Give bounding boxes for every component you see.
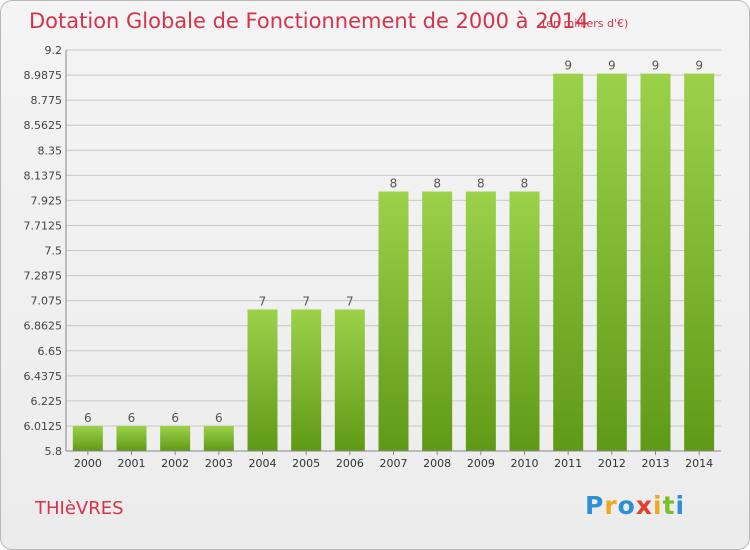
x-tick-label: 2004 [249,457,277,470]
x-tick-label: 2013 [642,457,670,470]
data-label: 9 [695,59,703,73]
data-label: 8 [390,177,398,191]
data-label: 7 [259,294,267,308]
x-tick-label: 2000 [74,457,102,470]
y-tick-label: 7.2875 [24,270,63,283]
bar-2001 [116,425,147,451]
y-tick-label: 6.8625 [24,320,63,333]
bar-2002 [160,425,191,451]
y-tick-label: 7.075 [31,295,63,308]
bar-2007 [378,191,409,451]
bar-2000 [72,425,103,451]
data-label: 9 [652,59,660,73]
x-tick-label: 2011 [554,457,582,470]
x-tick-label: 2007 [380,457,408,470]
y-tick-label: 7.7125 [24,219,63,232]
data-label: 7 [346,294,354,308]
bar-2010 [509,191,540,451]
y-tick-label: 7.5 [45,245,63,258]
x-tick-label: 2001 [118,457,146,470]
data-label: 8 [433,177,441,191]
bar-2003 [203,425,234,451]
data-label: 6 [215,411,223,425]
x-tick-label: 2002 [161,457,189,470]
chart-subtitle: (en milliers d'€) [542,17,629,30]
bars [72,73,715,452]
x-tick-label: 2003 [205,457,233,470]
bar-2014 [684,73,715,452]
bar-2005 [291,309,322,451]
x-tick-label: 2006 [336,457,364,470]
data-label: 6 [128,411,136,425]
data-label: 8 [521,177,529,191]
commune-name: THIèVRES [35,498,124,519]
y-tick-label: 8.5625 [24,119,63,132]
y-tick-label: 7.925 [31,194,63,207]
data-label: 9 [564,59,572,73]
x-tick-label: 2005 [292,457,320,470]
data-label: 9 [608,59,616,73]
x-tick-label: 2009 [467,457,495,470]
data-label: 8 [477,177,485,191]
y-tick-label: 6.4375 [24,370,63,383]
x-tick-label: 2008 [423,457,451,470]
bar-2006 [334,309,365,451]
axes: 5.8 6.0125 6.225 6.4375 6.65 6.8625 7.075 7.287… [24,44,721,470]
y-tick-label: 6.225 [31,395,63,408]
proxiti-logo[interactable]: Proxiti [585,491,686,520]
x-tick-label: 2014 [685,457,713,470]
data-label: 6 [171,411,179,425]
bar-2008 [422,191,453,451]
bar-2009 [465,191,496,451]
data-labels: 6 6 6 6 7 7 7 8 8 8 8 9 9 9 9 [84,59,703,425]
y-tick-label: 9.2 [45,44,63,57]
y-tick-label: 5.8 [45,445,63,458]
y-tick-label: 8.35 [38,144,63,157]
y-tick-label: 6.0125 [24,420,63,433]
x-tick-label: 2012 [598,457,626,470]
y-tick-label: 8.9875 [24,69,63,82]
chart-title: Dotation Globale de Fonctionnement de 20… [29,9,589,33]
bar-2004 [247,309,278,451]
data-label: 6 [84,411,92,425]
bar-2012 [596,73,627,452]
y-tick-label: 8.1375 [24,169,63,182]
y-tick-label: 8.775 [31,94,63,107]
y-tick-label: 6.65 [38,345,63,358]
x-tick-label: 2010 [511,457,539,470]
bar-2013 [640,73,671,452]
bar-2011 [553,73,584,452]
data-label: 7 [302,294,310,308]
